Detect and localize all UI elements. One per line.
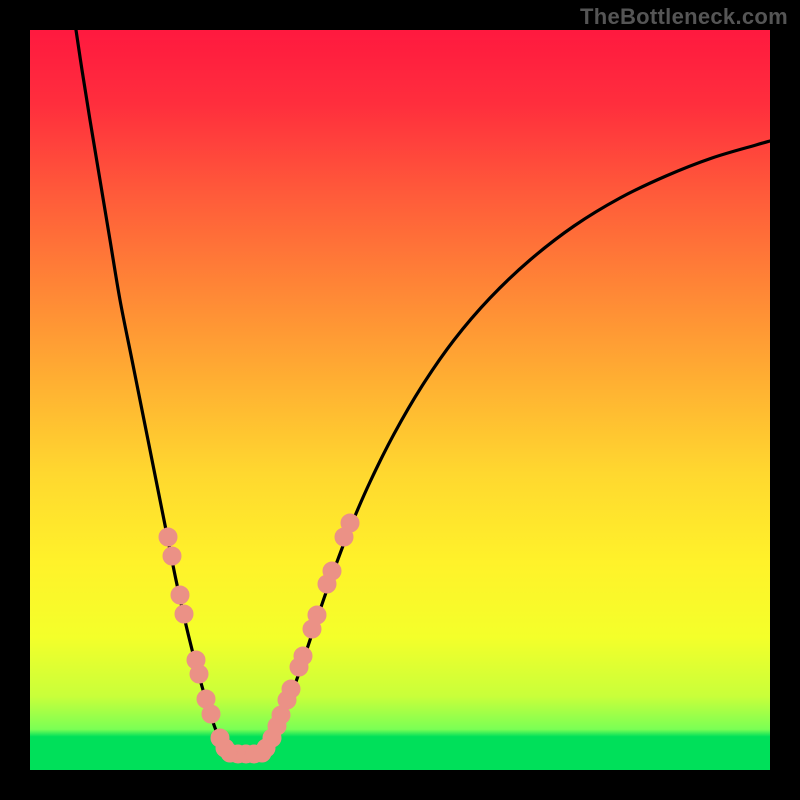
marker-dot — [282, 680, 300, 698]
marker-dot — [171, 586, 189, 604]
marker-dot — [341, 514, 359, 532]
watermark-text: TheBottleneck.com — [580, 4, 788, 30]
marker-dot — [294, 647, 312, 665]
marker-dot — [175, 605, 193, 623]
marker-dot — [202, 705, 220, 723]
chart-svg — [0, 0, 800, 800]
marker-dot — [308, 606, 326, 624]
marker-dot — [163, 547, 181, 565]
marker-dot — [190, 665, 208, 683]
marker-dot — [323, 562, 341, 580]
chart-container: TheBottleneck.com — [0, 0, 800, 800]
marker-dot — [159, 528, 177, 546]
